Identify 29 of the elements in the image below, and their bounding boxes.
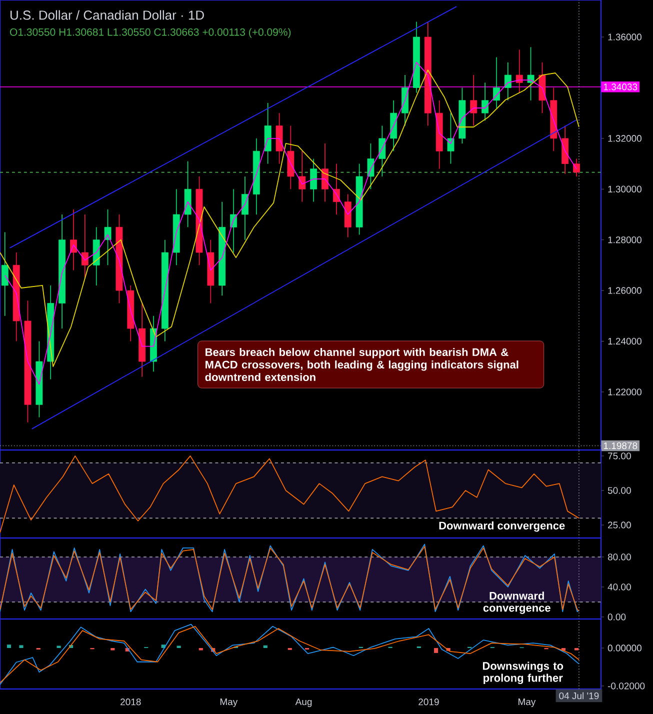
y-tick-label: 1.30000: [608, 186, 642, 192]
y-tick-label: -0.02000: [608, 682, 645, 690]
x-tick-label: 2018: [120, 698, 141, 706]
x-tick-label: Aug: [295, 698, 312, 708]
text: U.S. Dollar / Canadian Dollar · 1D: [10, 10, 204, 20]
annotation: Bears breach below channel support with bearish DMA & MACD crossovers, both leading & lagging indicators signal downtrend extension: [205, 348, 518, 382]
x-tick-label: 2019: [418, 698, 439, 706]
annotation: Downward convergence: [483, 592, 550, 614]
y-tick-label: 1.32000: [608, 135, 642, 142]
y-tick-label: 40.00: [608, 584, 631, 590]
y-tick-label: 80.00: [608, 554, 631, 560]
y-tick-label: 0.00000: [608, 644, 642, 652]
y-tick-label: 1.36000: [608, 34, 642, 40]
y-tick-label: 75.00: [608, 452, 631, 460]
y-tick-label: 1.26000: [608, 287, 642, 294]
y-tick-label: 1.28000: [608, 236, 642, 244]
ref-line-label: 04 Jul '19: [559, 692, 599, 700]
y-tick-label: 25.00: [608, 522, 631, 528]
y-tick-label: 0.00: [608, 614, 626, 620]
annotation: Downswings to prolong further: [482, 662, 564, 684]
x-tick-label: May: [220, 698, 238, 708]
y-tick-label: 50.00: [608, 487, 631, 494]
y-tick-label: 1.24000: [608, 338, 642, 345]
text: O1.30550 H1.30681 L1.30550 C1.30663 +0.00113 (+0.09%): [10, 28, 291, 38]
ref-line-label: 1.19878: [604, 442, 638, 450]
annotation: Downward convergence: [439, 521, 565, 532]
x-tick-label: May: [518, 698, 536, 708]
ref-line-label: 1.34033: [604, 84, 638, 90]
y-tick-label: 1.22000: [608, 388, 642, 396]
